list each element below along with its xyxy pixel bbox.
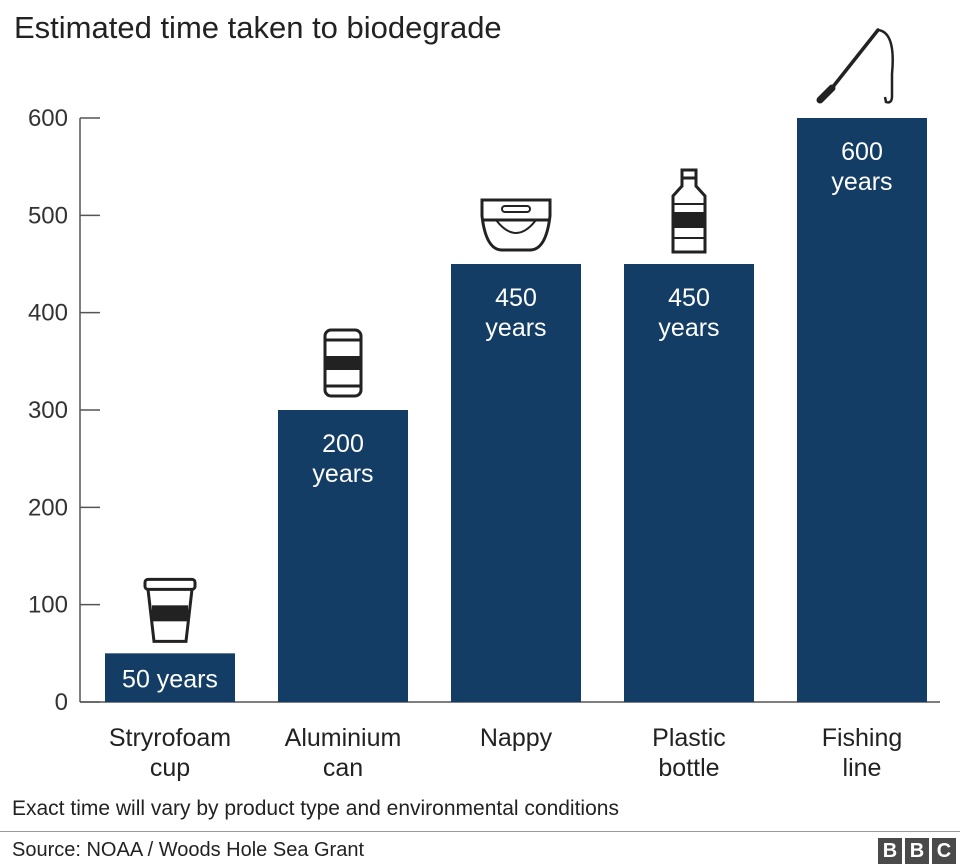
bar-data-label: years [312,460,373,488]
bar-data-label: years [658,314,719,342]
cup-body [146,589,194,643]
bar-data-label: 200 [322,430,364,458]
y-tick-label: 300 [28,397,68,424]
fishing-hook [883,95,894,104]
category-label: bottle [658,754,719,782]
cup-lid [143,577,197,591]
bottle-body [671,178,707,254]
bars [105,118,927,702]
category-label: Plastic [652,724,726,752]
category-label: Stryrofoam [109,724,231,752]
bar-data-label: 450 [495,284,537,312]
coffee-cup-icon [143,577,197,643]
bar [624,264,754,702]
y-tick-label: 0 [55,689,68,716]
bar [278,410,408,702]
bbc-logo: B B C [878,838,956,864]
y-tick-label: 400 [28,300,68,327]
bar-data-label: 50 years [122,665,218,693]
bar-data-label: years [831,168,892,196]
nappy-shape [480,198,552,252]
bar-data-label: 450 [668,284,710,312]
category-label: Aluminium [285,724,402,752]
chart-title: Estimated time taken to biodegrade [14,10,502,45]
fishing-line [877,28,894,96]
category-label: Fishing [822,724,903,752]
icons [143,28,894,643]
nappy-leg [495,219,537,234]
nappy-icon [480,198,552,252]
cup-sleeve [152,605,188,622]
bar-chart: 0 100 200 300 400 500 600 50 years Stryrofoamcu… [28,28,940,782]
bar [797,118,927,702]
bar [105,653,235,702]
category-label: line [843,754,882,782]
category-label: can [323,754,363,782]
logo-letter-2: B [905,838,929,864]
y-tick-label: 100 [28,592,68,619]
plastic-bottle-icon [671,168,707,254]
nappy-tab [501,205,531,213]
y-tick-label: 200 [28,494,68,521]
logo-letter-1: B [878,838,902,864]
logo-letter-3: C [932,838,956,864]
fishing-rod-icon [816,28,894,104]
bottle-label [673,212,705,228]
bar-data-label: years [485,314,546,342]
bottle-cap [680,168,698,180]
y-tick-label: 500 [28,202,68,229]
can-label [325,356,361,370]
bar [451,264,581,702]
labels: 50 yearsStryrofoamcup200yearsAluminiumca… [109,138,902,782]
category-label: cup [150,754,190,782]
source-text: Source: NOAA / Woods Hole Sea Grant [12,839,365,861]
rod-handle [816,84,836,104]
footnote: Exact time will vary by product type and… [12,797,619,820]
drink-can-icon [323,328,363,398]
y-tick-label: 600 [28,105,68,132]
divider [0,831,960,832]
rod-shaft [830,28,880,90]
bar-data-label: 600 [841,138,883,166]
category-label: Nappy [480,724,553,752]
